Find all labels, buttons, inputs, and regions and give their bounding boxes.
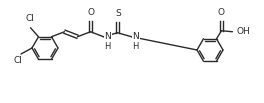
Text: O: O bbox=[88, 8, 95, 17]
Text: N: N bbox=[105, 32, 111, 41]
Text: Cl: Cl bbox=[13, 56, 22, 65]
Text: H: H bbox=[105, 42, 111, 51]
Text: OH: OH bbox=[237, 27, 250, 36]
Text: Cl: Cl bbox=[25, 14, 34, 23]
Text: O: O bbox=[218, 8, 225, 17]
Text: H: H bbox=[133, 42, 139, 51]
Text: N: N bbox=[133, 32, 139, 41]
Text: S: S bbox=[116, 9, 121, 18]
